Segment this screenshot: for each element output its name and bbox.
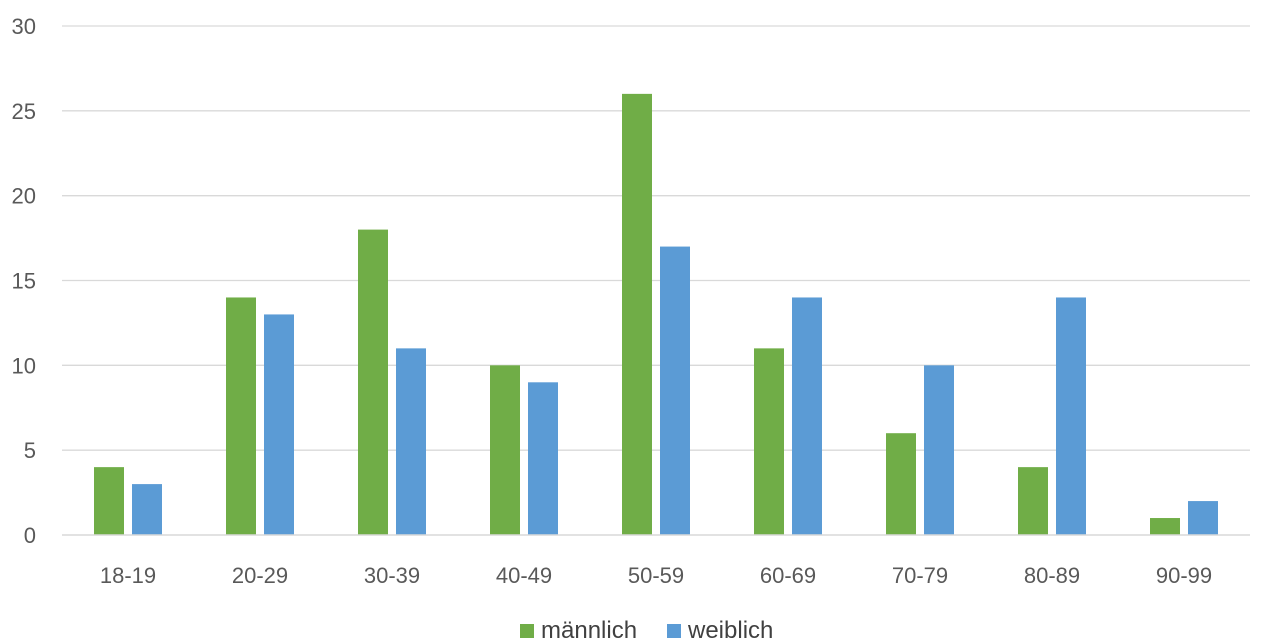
- bar-weiblich-20-29: [264, 314, 294, 535]
- bar-maennlich-50-59: [622, 93, 652, 535]
- bars: [94, 93, 1218, 536]
- gridlines: [62, 25, 1250, 451]
- bar-weiblich-30-39: [396, 348, 426, 535]
- y-tick-label: 10: [12, 353, 36, 378]
- legend-label: männlich: [541, 617, 637, 644]
- legend-item: weiblich: [667, 617, 773, 644]
- bar-maennlich-30-39: [358, 229, 388, 535]
- bar-weiblich-50-59: [660, 246, 690, 536]
- y-tick-label: 30: [12, 14, 36, 39]
- x-tick-label: 20-29: [232, 563, 288, 588]
- bar-weiblich-80-89: [1056, 297, 1086, 535]
- legend-swatch: [520, 624, 534, 638]
- bar-maennlich-20-29: [226, 297, 256, 535]
- x-tick-label: 18-19: [100, 563, 156, 588]
- bar-weiblich-18-19: [132, 484, 162, 535]
- y-tick-label: 20: [12, 184, 36, 209]
- bar-maennlich-18-19: [94, 467, 124, 535]
- y-tick-label: 15: [12, 269, 36, 294]
- x-tick-label: 40-49: [496, 563, 552, 588]
- legend-item: männlich: [520, 617, 637, 644]
- bar-maennlich-40-49: [490, 365, 520, 535]
- bar-maennlich-70-79: [886, 433, 916, 535]
- y-axis-tick-labels: 0 5 10 15 20 25 30: [12, 14, 36, 548]
- x-tick-label: 50-59: [628, 563, 684, 588]
- x-tick-label: 90-99: [1156, 563, 1212, 588]
- bar-weiblich-60-69: [792, 297, 822, 535]
- bar-weiblich-70-79: [924, 365, 954, 535]
- y-tick-label: 25: [12, 99, 36, 124]
- x-tick-label: 60-69: [760, 563, 816, 588]
- x-tick-label: 70-79: [892, 563, 948, 588]
- x-tick-label: 30-39: [364, 563, 420, 588]
- legend-swatch: [667, 624, 681, 638]
- bar-maennlich-90-99: [1150, 518, 1180, 535]
- legend: männlich weiblich: [520, 617, 773, 644]
- bar-weiblich-90-99: [1188, 501, 1218, 535]
- x-axis-tick-labels: 18-19 20-29 30-39 40-49 50-59 60-69 70-79 80-89…: [100, 563, 1212, 588]
- y-tick-label: 0: [24, 523, 36, 548]
- bar-maennlich-60-69: [754, 348, 784, 535]
- bar-weiblich-40-49: [528, 382, 558, 535]
- bar-maennlich-80-89: [1018, 467, 1048, 535]
- legend-label: weiblich: [687, 617, 773, 644]
- y-tick-label: 5: [24, 438, 36, 463]
- x-tick-label: 80-89: [1024, 563, 1080, 588]
